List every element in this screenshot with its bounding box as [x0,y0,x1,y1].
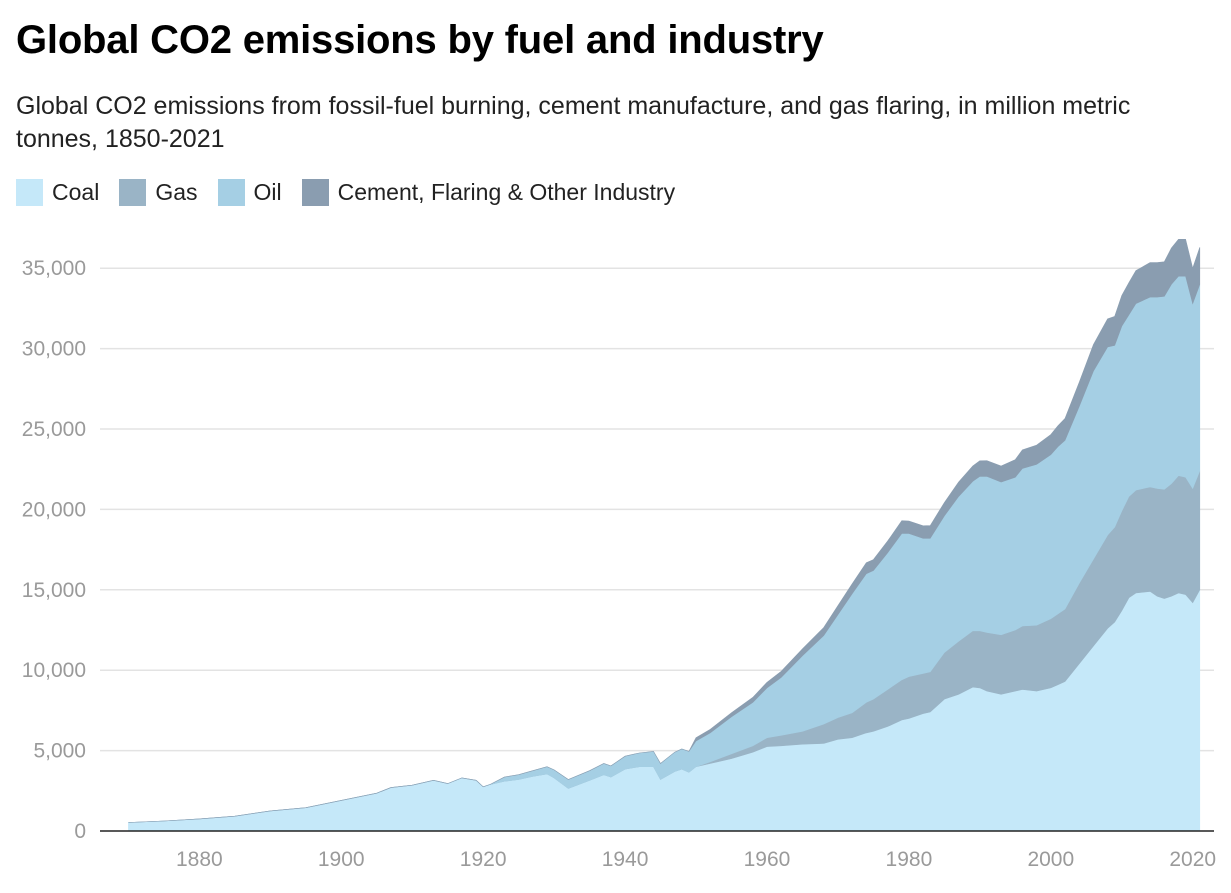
legend-label-coal: Coal [52,179,100,205]
area-series-cement-flaring-other-industry [128,239,1201,823]
x-tick-label: 1980 [886,848,933,871]
legend-swatch-oil [217,179,245,206]
legend-swatch-coal [16,179,43,206]
legend-swatch-gas [119,179,147,206]
y-tick-label: 30,000 [22,338,86,361]
legend: Coal Gas Oil Cement, Flaring & Other Ind… [16,179,675,206]
legend-item-gas: Gas [119,179,198,206]
y-tick-label: 25,000 [22,418,86,441]
legend-swatch-other-industry [301,179,329,206]
x-tick-label: 2020 [1169,848,1216,871]
legend-item-other-industry: Cement, Flaring & Other Industry [301,179,676,206]
y-tick-label: 0 [74,820,86,843]
x-tick-label: 1880 [176,848,223,871]
y-tick-label: 5,000 [33,740,86,763]
chart-title: Global CO2 emissions by fuel and industr… [16,18,824,62]
y-tick-label: 35,000 [22,257,86,280]
x-tick-label: 1900 [318,848,365,871]
y-tick-label: 15,000 [22,579,86,602]
y-tick-label: 10,000 [22,659,86,682]
legend-label-gas: Gas [155,179,198,205]
x-tick-label: 1940 [602,848,649,871]
x-tick-label: 1920 [460,848,507,871]
x-tick-label: 2000 [1027,848,1074,871]
legend-item-coal: Coal [16,179,99,206]
y-tick-label: 20,000 [22,498,86,521]
axes: 0 5,000 10,000 15,000 20,000 25,000 30,000 35,0… [22,257,1216,871]
legend-label-oil: Oil [253,179,282,205]
chart-subtitle: Global CO2 emissions from fossil-fuel bu… [16,92,1131,153]
legend-label-other-industry: Cement, Flaring & Other Industry [337,179,676,205]
x-tick-label: 1960 [744,848,791,871]
stacked-areas [128,239,1201,832]
legend-item-oil: Oil [217,179,282,206]
